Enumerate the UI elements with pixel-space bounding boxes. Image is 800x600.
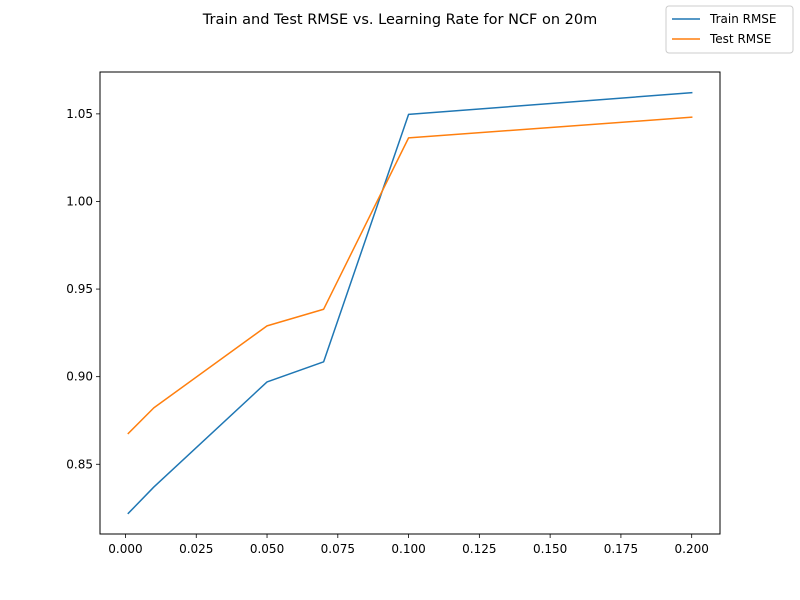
- series-line-train: [127, 91, 693, 515]
- y-tick-label: 0.95: [66, 282, 93, 296]
- y-tick-label: 1.00: [66, 194, 93, 208]
- y-tick-label: 0.85: [66, 457, 93, 471]
- legend-label: Train RMSE: [709, 12, 777, 26]
- x-tick-label: 0.125: [462, 542, 496, 556]
- legend-box: [665, 5, 794, 54]
- x-tick-label: 0.075: [321, 542, 355, 556]
- x-tick-label: 0.200: [675, 542, 709, 556]
- y-tick-label: 0.90: [66, 370, 93, 384]
- legend-items: Train RMSE Test RMSE: [672, 12, 777, 46]
- series-line-test: [127, 116, 693, 435]
- x-tick-label: 0.150: [533, 542, 567, 556]
- x-tick-label: 0.100: [391, 542, 425, 556]
- series-layer: [127, 91, 693, 515]
- y-tick-label: 1.05: [66, 107, 93, 121]
- x-tick-label: 0.175: [604, 542, 638, 556]
- axes-frame: [99, 71, 721, 535]
- y-axis-ticks: 0.85 0.90 0.95 1.00 1.05: [66, 107, 100, 471]
- x-tick-label: 0.025: [179, 542, 213, 556]
- legend: Train RMSE Test RMSE: [665, 5, 794, 54]
- x-axis-ticks: 0.000 0.025 0.050 0.075 0.100 0.125 0.150 0.175…: [108, 534, 709, 556]
- x-tick-label: 0.000: [108, 542, 142, 556]
- chart-title: Train and Test RMSE vs. Learning Rate fo…: [202, 12, 598, 28]
- x-tick-label: 0.050: [250, 542, 284, 556]
- legend-label: Test RMSE: [709, 32, 771, 46]
